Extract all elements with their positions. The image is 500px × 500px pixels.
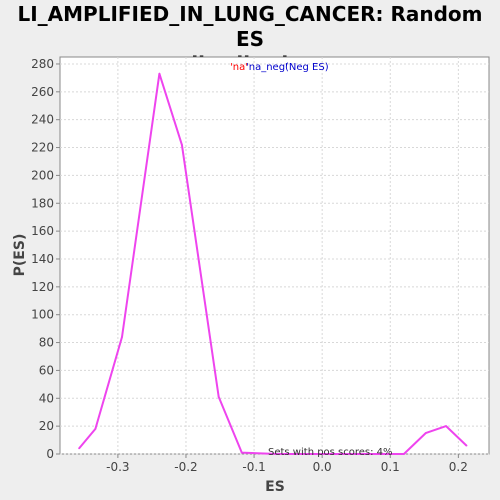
plot-area	[59, 56, 490, 455]
chart-title-line-1: LI_AMPLIFIED_IN_LUNG_CANCER: Random ES	[17, 2, 483, 51]
series-line	[78, 72, 468, 455]
x-tick-label: -0.3	[106, 460, 129, 474]
legend-neg-es: (Neg ES)	[285, 62, 329, 73]
data-point	[424, 432, 427, 434]
data-point	[94, 428, 97, 430]
data-point	[445, 425, 447, 427]
y-tick-label: 100	[31, 308, 54, 322]
data-point	[217, 396, 220, 398]
y-axis-label: P(ES)	[12, 234, 28, 277]
y-tick-label: 120	[31, 280, 54, 294]
y-tick-label: 60	[39, 363, 54, 377]
x-tick-label: 0.0	[313, 460, 332, 474]
data-point	[465, 444, 468, 447]
y-tick-label: 20	[39, 419, 54, 433]
y-tick-label: 180	[31, 196, 54, 210]
y-tick-label: 140	[31, 252, 54, 266]
x-axis-label: ES	[265, 479, 285, 495]
y-tick-label: 0	[46, 447, 54, 461]
series-group	[78, 72, 468, 455]
x-axis-ticks: -0.3 -0.2 -0.1 0.0 0.1 0.2	[106, 454, 468, 474]
legend-na: 'na'	[230, 62, 248, 73]
data-point	[78, 447, 80, 450]
data-point	[321, 453, 324, 455]
data-point	[277, 453, 279, 455]
data-point	[240, 451, 243, 454]
data-point	[181, 143, 183, 146]
y-tick-label: 160	[31, 224, 54, 238]
x-tick-label: 0.2	[449, 460, 468, 474]
y-tick-label: 200	[31, 168, 54, 182]
pos-scores-annotation: Sets with pos scores: 4%	[268, 447, 393, 458]
y-tick-label: 40	[39, 391, 54, 405]
data-point	[158, 72, 161, 75]
y-tick-label: 260	[31, 85, 54, 99]
x-tick-label: 0.1	[381, 460, 400, 474]
legend-na-neg: 'na_neg'	[246, 62, 288, 73]
grid	[60, 57, 489, 455]
x-tick-label: -0.1	[242, 460, 265, 474]
y-tick-label: 240	[31, 113, 54, 127]
data-point	[365, 453, 368, 455]
data-point	[403, 453, 405, 455]
y-tick-label: 280	[31, 57, 54, 71]
x-tick-label: -0.2	[174, 460, 197, 474]
y-tick-label: 220	[31, 141, 54, 155]
y-axis-ticks: 0 20 40 60 80 100 120 140 160 180 200 220 240 260 280	[31, 57, 60, 461]
data-point	[121, 336, 123, 338]
y-tick-label: 80	[39, 336, 54, 350]
